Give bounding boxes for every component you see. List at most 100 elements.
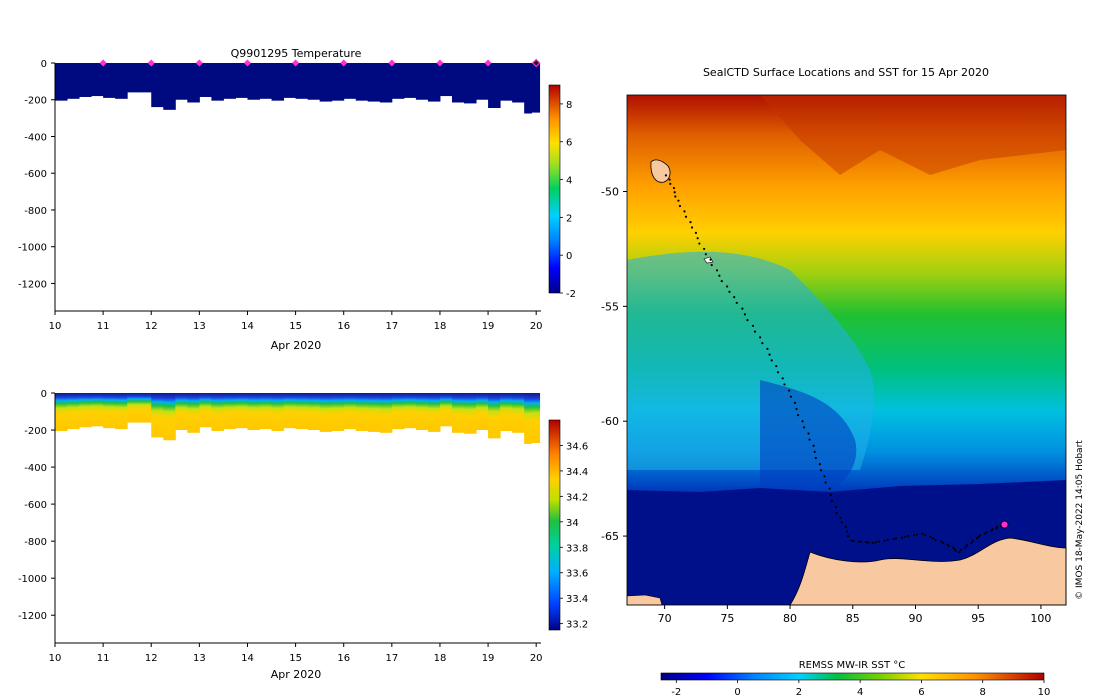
temperature-plot-area [55,63,541,311]
track-point [678,204,682,208]
temperature-profile-column [163,63,176,110]
sst-colorbar-tick-label: 2 [796,687,802,698]
x-tick-label: 11 [97,653,110,664]
track-point [690,226,694,229]
y-tick-label: -400 [24,463,47,474]
track-point [677,199,680,202]
temperature-profile-column [175,63,188,100]
salinity-profile-column [247,393,261,431]
track-point [715,269,719,272]
track-point [674,195,677,198]
current-position-marker [1000,520,1009,529]
track-point [954,549,957,552]
colorbar-tick-label: 34.2 [566,492,588,503]
salinity-profile-column [307,393,321,431]
x-tick-label: 20 [530,321,543,332]
track-point [751,324,755,327]
temperature-colorbar-ticks: -2 0 2 4 6 8 [560,100,576,300]
salinity-profile-column [127,393,140,423]
salinity-xlabel: Apr 2020 [271,668,322,681]
x-tick-label: 12 [145,653,158,664]
track-point [775,364,778,368]
x-tick-label: 15 [289,653,302,664]
salinity-profile-column [403,393,417,429]
y-tick-label: -600 [24,169,47,180]
track-point [733,296,736,299]
lat-tick-label: -60 [601,415,619,428]
track-point [990,529,993,532]
x-tick-label: 16 [337,653,350,664]
salinity-profile-column [139,393,152,423]
colorbar-tick-label: 4 [566,176,572,187]
salinity-profile-column [531,393,541,443]
temperature-colorbar [548,84,561,294]
temperature-profile-column [488,63,501,109]
temperature-profile-column [283,63,297,98]
track-point [947,544,950,548]
temperature-profile-column [367,63,381,102]
track-point [828,487,831,490]
salinity-panel: 0 -200 -400 -600 -800 -1000 -1200 10 11 12 13 14 15… [18,389,588,681]
temperature-xlabel: Apr 2020 [271,339,322,352]
track-point [846,534,850,538]
x-tick-label: 19 [482,321,495,332]
temperature-profile-column [67,63,80,99]
salinity-profile-column [175,393,188,431]
salinity-profile-column [476,393,489,431]
track-point [996,525,999,528]
salinity-profile-column [451,393,465,433]
temperature-columns [55,63,541,114]
track-point [741,307,744,310]
colorbar-tick-label: 33.2 [566,620,588,631]
track-point [818,462,822,466]
track-point [859,540,863,543]
heard-island [703,256,714,264]
temperature-profile-column [403,63,417,98]
x-tick-label: 17 [385,653,398,664]
lat-tick-label: -55 [601,300,619,313]
track-point [979,534,982,537]
sst-colorbar-tick-label: 4 [857,687,863,698]
colorbar-tick-label: 34.6 [566,441,588,452]
track-point [673,191,676,194]
x-tick-label: 12 [145,321,158,332]
temperature-profile-column [103,63,116,98]
x-tick-label: 10 [49,653,62,664]
track-point [857,540,860,543]
sst-colorbar-tick-label: 10 [1038,687,1051,698]
profile-marker [292,59,300,67]
track-point [735,301,738,305]
track-point [728,290,731,293]
salinity-profile-column [55,393,68,431]
temperature-profile-column [331,63,345,101]
temperature-profile-column [524,63,532,114]
track-point [776,371,780,374]
temperature-profile-column [343,63,357,99]
track-point [793,401,797,404]
lon-tick-label: 90 [908,612,922,625]
track-point [852,539,855,543]
lat-tick-label: -50 [601,185,619,198]
x-tick-label: 20 [530,653,543,664]
x-tick-label: 19 [482,653,495,664]
temperature-profile-column [464,63,477,104]
temperature-profile-column [259,63,273,99]
temperature-profile-column [500,63,513,101]
temperature-profile-column [247,63,261,100]
track-point [823,475,826,478]
temperature-profile-column [427,63,441,102]
colorbar-tick-label: 34.4 [566,467,588,478]
y-tick-label: -200 [24,426,47,437]
temperature-profile-column [139,63,152,93]
track-point [877,540,880,543]
track-point [672,186,676,190]
track-point [850,539,853,542]
track-point [668,178,671,181]
salinity-profile-column [391,393,405,430]
track-point [746,319,749,322]
y-tick-label: -400 [24,132,47,143]
track-point [770,359,773,362]
track-point [726,285,729,288]
salinity-profile-column [211,393,224,431]
